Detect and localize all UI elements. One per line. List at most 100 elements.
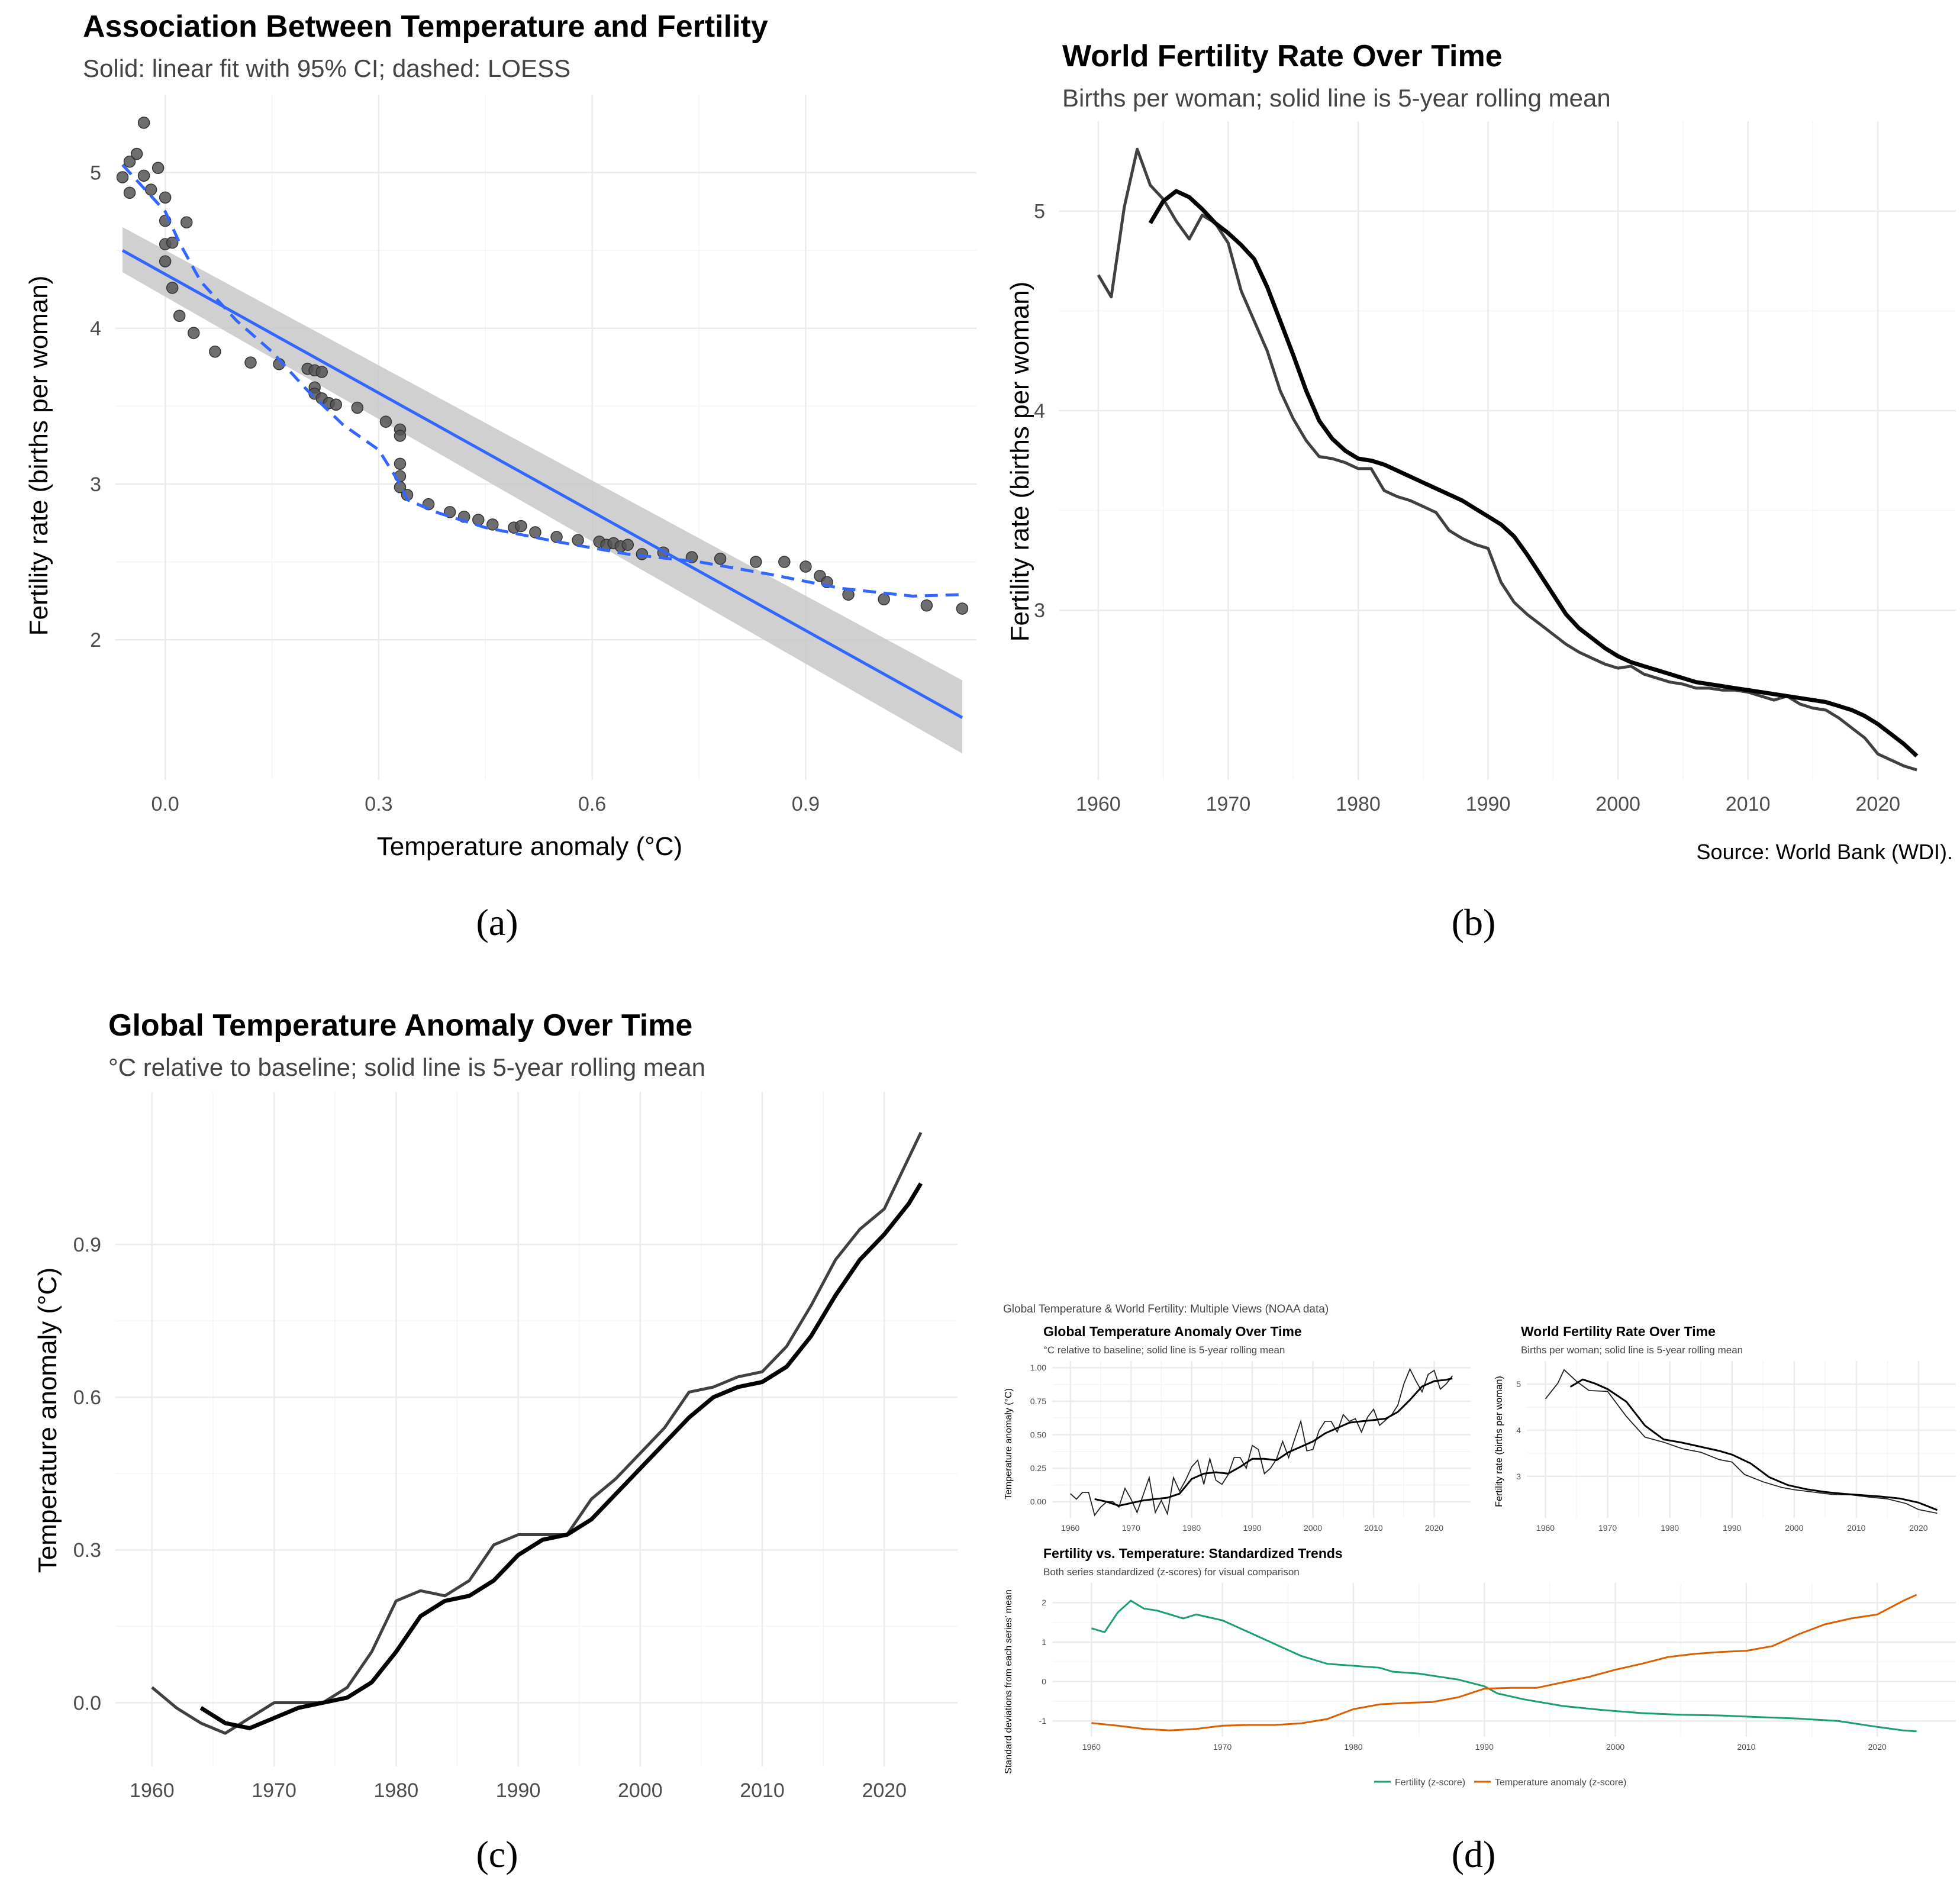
panel-a-x-ticks: 0.0 0.3 0.6 0.9 — [151, 793, 820, 815]
panel-a-subtitle: Solid: linear fit with 95% CI; dashed: L… — [83, 54, 570, 82]
a-y-tick-label: 3 — [90, 473, 101, 496]
panel-d1-y-ticks: 0.00 0.25 0.50 0.75 1.00 — [1030, 1363, 1046, 1506]
d1-y-tick-label: 1.00 — [1030, 1363, 1046, 1372]
panel-b-x-ticks: 1960 1970 1980 1990 2000 2010 2020 — [1076, 793, 1900, 815]
d2-y-tick-label: 4 — [1516, 1426, 1521, 1435]
panel-a-gridlines — [115, 95, 976, 780]
panel-c-subtitle: °C relative to baseline; solid line is 5… — [108, 1053, 705, 1081]
data-point — [529, 526, 541, 538]
panel-c-y-ticks: 0.0 0.3 0.6 0.9 — [73, 1234, 101, 1714]
panel-d2-y-label: Fertility rate (births per woman) — [1494, 1376, 1504, 1507]
data-point — [166, 282, 179, 294]
legend-label-fertility: Fertility (z-score) — [1395, 1778, 1465, 1788]
panel-b-caption: (b) — [1452, 901, 1496, 943]
d3-x-tick-label: 2020 — [1868, 1742, 1887, 1752]
panel-d2-lines — [1545, 1369, 1938, 1514]
d1-y-tick-label: 0.75 — [1030, 1397, 1046, 1406]
b-x-tick-label: 1980 — [1336, 793, 1381, 815]
d3-y-tick-label: -1 — [1039, 1716, 1047, 1726]
panel-d3-gridlines — [1052, 1583, 1956, 1737]
panel-d3-legend: Fertility (z-score) Temperature anomaly … — [1374, 1778, 1626, 1788]
data-point — [123, 155, 136, 168]
a-x-tick-label: 0.6 — [578, 793, 606, 815]
data-point — [123, 186, 136, 199]
a-y-tick-label: 5 — [90, 162, 101, 184]
b-y-tick-label: 5 — [1034, 201, 1045, 223]
temperature-rolling-mean-line — [199, 1182, 923, 1730]
d1-temperature-line — [1070, 1368, 1453, 1517]
c-y-tick-label: 0.6 — [73, 1386, 101, 1409]
c-y-tick-label: 0.9 — [73, 1234, 101, 1256]
d3-x-tick-label: 1990 — [1475, 1742, 1494, 1752]
panel-d1-y-label: Temperature anomaly (°C) — [1004, 1388, 1014, 1499]
c-x-tick-label: 2020 — [862, 1779, 907, 1802]
a-x-tick-label: 0.3 — [365, 793, 392, 815]
panel-a-y-ticks: 2 3 4 5 — [90, 162, 101, 652]
panel-b-subtitle: Births per woman; solid line is 5-year r… — [1062, 84, 1611, 112]
d3-y-tick-label: 2 — [1042, 1598, 1046, 1607]
d3-x-tick-label: 2010 — [1737, 1742, 1755, 1752]
data-point — [749, 556, 762, 568]
d1-x-tick-label: 1990 — [1243, 1523, 1262, 1533]
d2-rolling-mean-line — [1569, 1378, 1938, 1511]
a-x-tick-label: 0.0 — [151, 793, 179, 815]
data-point — [800, 560, 812, 573]
panel-d: Global Temperature & World Fertility: Mu… — [1003, 1303, 1956, 1875]
panel-d2-x-ticks: 1960 1970 1980 1990 2000 2010 2020 — [1536, 1523, 1928, 1533]
panel-d2-subtitle: Births per woman; solid line is 5-year r… — [1521, 1344, 1743, 1356]
panel-d1-title: Global Temperature Anomaly Over Time — [1043, 1324, 1302, 1339]
data-point — [636, 548, 649, 560]
data-point — [351, 401, 364, 414]
panel-d1-gridlines — [1052, 1361, 1471, 1518]
data-point — [137, 117, 150, 129]
data-point — [116, 171, 129, 183]
d2-y-tick-label: 5 — [1516, 1379, 1521, 1389]
panel-c-y-label: Temperature anomaly (°C) — [33, 1268, 62, 1573]
d2-fertility-line — [1545, 1369, 1938, 1514]
c-x-tick-label: 1980 — [374, 1779, 419, 1802]
data-point — [159, 191, 172, 204]
d3-x-tick-label: 1960 — [1082, 1742, 1101, 1752]
c-y-tick-label: 0.3 — [73, 1539, 101, 1562]
data-point — [379, 415, 392, 428]
data-point — [159, 255, 172, 267]
data-point — [878, 593, 890, 605]
c-x-tick-label: 2000 — [618, 1779, 663, 1802]
d1-y-tick-label: 0.25 — [1030, 1463, 1046, 1473]
d3-y-tick-label: 0 — [1042, 1677, 1046, 1686]
panel-b-source: Source: World Bank (WDI). — [1697, 840, 1953, 864]
loess-line — [121, 163, 963, 598]
panel-b-title: World Fertility Rate Over Time — [1062, 39, 1503, 73]
b-x-tick-label: 1970 — [1206, 793, 1251, 815]
legend-label-temperature: Temperature anomaly (z-score) — [1495, 1778, 1626, 1788]
d3-x-tick-label: 1970 — [1213, 1742, 1232, 1752]
d3-temperature-zscore-line — [1091, 1594, 1917, 1731]
panel-d3-y-label: Standard deviations from each series' me… — [1004, 1589, 1014, 1774]
c-x-tick-label: 1990 — [496, 1779, 541, 1802]
data-point — [956, 602, 969, 615]
panel-c-x-ticks: 1960 1970 1980 1990 2000 2010 2020 — [130, 1779, 907, 1802]
b-x-tick-label: 2000 — [1595, 793, 1640, 815]
d1-x-tick-label: 1960 — [1061, 1523, 1079, 1533]
panel-d1-lines — [1070, 1368, 1453, 1517]
data-point — [130, 147, 143, 160]
panel-d-caption: (d) — [1452, 1833, 1496, 1875]
data-point — [472, 514, 485, 526]
panel-c-title: Global Temperature Anomaly Over Time — [108, 1008, 692, 1043]
d2-x-tick-label: 1960 — [1536, 1523, 1555, 1533]
data-point — [144, 183, 157, 196]
panel-b-y-ticks: 3 4 5 — [1034, 201, 1045, 623]
panel-a-x-label: Temperature anomaly (°C) — [377, 832, 682, 861]
d2-x-tick-label: 2000 — [1785, 1523, 1803, 1533]
panel-d2-title: World Fertility Rate Over Time — [1521, 1324, 1716, 1339]
data-point — [486, 518, 499, 531]
b-y-tick-label: 4 — [1034, 400, 1045, 423]
a-x-tick-label: 0.9 — [792, 793, 820, 815]
data-point — [209, 346, 221, 358]
panel-d2-gridlines — [1527, 1361, 1956, 1518]
data-point — [244, 356, 257, 369]
d2-x-tick-label: 2010 — [1847, 1523, 1865, 1533]
data-point — [137, 169, 150, 182]
data-point — [394, 430, 407, 442]
data-point — [394, 457, 407, 470]
